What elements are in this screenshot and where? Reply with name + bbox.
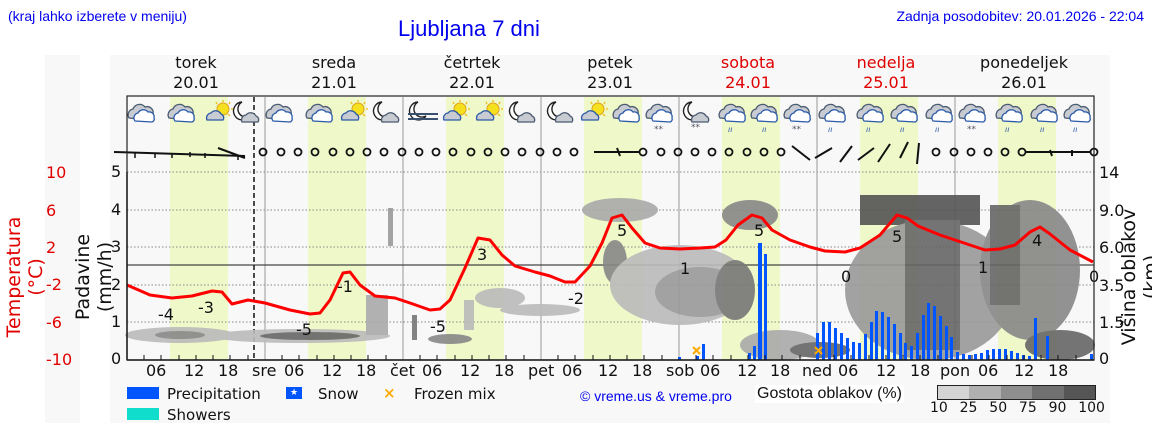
cloud-height-tick: 0 bbox=[1099, 349, 1110, 368]
temp-tick: -2 bbox=[46, 275, 62, 294]
day-header-sat: sobota 24.01 bbox=[720, 53, 776, 92]
temp-tick: 6 bbox=[46, 201, 57, 220]
precip-tick: 2 bbox=[111, 275, 122, 294]
precipitation-swatch bbox=[127, 387, 159, 399]
svg-text:3: 3 bbox=[477, 245, 487, 264]
temp-tick: 10 bbox=[46, 163, 67, 182]
x-tick: 18 bbox=[632, 361, 653, 380]
day-header-tue: torek 20.01 bbox=[173, 53, 219, 92]
precip-tick: 5 bbox=[111, 162, 122, 181]
x-tick: 06 bbox=[978, 361, 999, 380]
temp-tick: -10 bbox=[46, 350, 73, 369]
x-tick: 06 bbox=[838, 361, 859, 380]
svg-text:5: 5 bbox=[754, 221, 764, 240]
day-header-wed: sreda 21.01 bbox=[311, 53, 357, 92]
cloud-height-axis-label: Višina oblakov (km) bbox=[1118, 208, 1152, 346]
svg-text:-5: -5 bbox=[430, 317, 446, 336]
cloud-height-tick: 9.0 bbox=[1099, 201, 1125, 220]
day-header-thu: četrtek 22.01 bbox=[443, 53, 501, 92]
x-tick: pet bbox=[528, 361, 555, 380]
precipitation-axis-label: Padavine (mm/h) bbox=[72, 233, 116, 321]
svg-text:1: 1 bbox=[978, 258, 988, 277]
x-tick: pon bbox=[940, 361, 971, 380]
x-tick: 18 bbox=[1048, 361, 1069, 380]
legend-frozen-mix: Frozen mix bbox=[414, 385, 496, 403]
credit-link[interactable]: © vreme.us & vreme.pro bbox=[580, 388, 732, 404]
day-header-mon: ponedeljek 26.01 bbox=[980, 53, 1068, 92]
x-tick: 18 bbox=[494, 361, 515, 380]
location-menu-hint[interactable]: (kraj lahko izberete v meniju) bbox=[8, 8, 187, 24]
cloud-density-label: Gostota oblakov (%) bbox=[755, 385, 904, 403]
showers-swatch bbox=[127, 408, 159, 420]
precipitation-bars bbox=[678, 243, 1093, 360]
x-tick: 06 bbox=[284, 361, 305, 380]
last-update: Zadnja posodobitev: 20.01.2026 - 22:04 bbox=[896, 8, 1144, 24]
cloud-density-ticks: 10 25 50 75 90 100 bbox=[930, 400, 1105, 416]
svg-text:5: 5 bbox=[892, 227, 902, 246]
frozen-mix-x-icon: × bbox=[383, 384, 396, 402]
precip-tick: 3 bbox=[111, 237, 122, 256]
page-title: Ljubljana 7 dni bbox=[398, 16, 540, 41]
temperature-axis-label: Temperatura (°C) bbox=[3, 216, 47, 338]
day-header-sun: nedelja 25.01 bbox=[856, 53, 916, 92]
svg-text:5: 5 bbox=[617, 221, 627, 240]
wind-row bbox=[113, 141, 1099, 165]
svg-text:0: 0 bbox=[841, 267, 851, 286]
svg-text:1: 1 bbox=[680, 259, 690, 278]
cloud-height-tick: 6.0 bbox=[1099, 238, 1125, 257]
svg-text:-3: -3 bbox=[198, 298, 214, 317]
x-tick: 18 bbox=[910, 361, 931, 380]
x-tick: 06 bbox=[146, 361, 167, 380]
cloud-height-tick: 3.5 bbox=[1099, 276, 1125, 295]
x-tick: sre bbox=[252, 361, 277, 380]
legend-snow: Snow bbox=[318, 385, 359, 403]
x-tick: 18 bbox=[218, 361, 239, 380]
x-tick: 06 bbox=[700, 361, 721, 380]
x-tick: 12 bbox=[322, 361, 343, 380]
precip-tick: 0 bbox=[111, 349, 122, 368]
legend-precipitation: Precipitation bbox=[167, 385, 261, 403]
x-tick: 18 bbox=[356, 361, 377, 380]
cloud-height-tick: 14 bbox=[1099, 163, 1120, 182]
x-tick: čet bbox=[390, 361, 415, 380]
x-tick: 12 bbox=[737, 361, 758, 380]
svg-text:-5: -5 bbox=[296, 320, 312, 339]
x-tick: 12 bbox=[876, 361, 897, 380]
svg-text:-4: -4 bbox=[158, 305, 174, 324]
cloud-density-scale bbox=[937, 385, 1096, 400]
snow-star-icon: ★ bbox=[286, 387, 302, 399]
cloud-height-tick: 1.5 bbox=[1099, 313, 1125, 332]
svg-text:-2: -2 bbox=[568, 289, 584, 308]
x-tick: 06 bbox=[562, 361, 583, 380]
x-tick: 12 bbox=[184, 361, 205, 380]
x-tick: 06 bbox=[422, 361, 443, 380]
temp-tick: -6 bbox=[46, 313, 62, 332]
precip-tick: 4 bbox=[111, 200, 122, 219]
x-tick: 12 bbox=[598, 361, 619, 380]
temperature-line bbox=[126, 213, 1094, 316]
temp-tick: 2 bbox=[46, 238, 57, 257]
temp-axis-panel bbox=[45, 55, 80, 423]
precip-tick: 1 bbox=[111, 312, 122, 331]
frozen-mix-markers bbox=[692, 346, 823, 355]
x-tick: ned bbox=[802, 361, 833, 380]
x-tick: 18 bbox=[770, 361, 791, 380]
svg-text:4: 4 bbox=[1032, 231, 1042, 250]
legend-showers: Showers bbox=[167, 406, 231, 424]
x-tick: sob bbox=[666, 361, 695, 380]
x-tick: 12 bbox=[460, 361, 481, 380]
day-header-fri: petek 23.01 bbox=[587, 53, 633, 92]
x-tick: 12 bbox=[1014, 361, 1035, 380]
svg-text:-1: -1 bbox=[337, 277, 353, 296]
